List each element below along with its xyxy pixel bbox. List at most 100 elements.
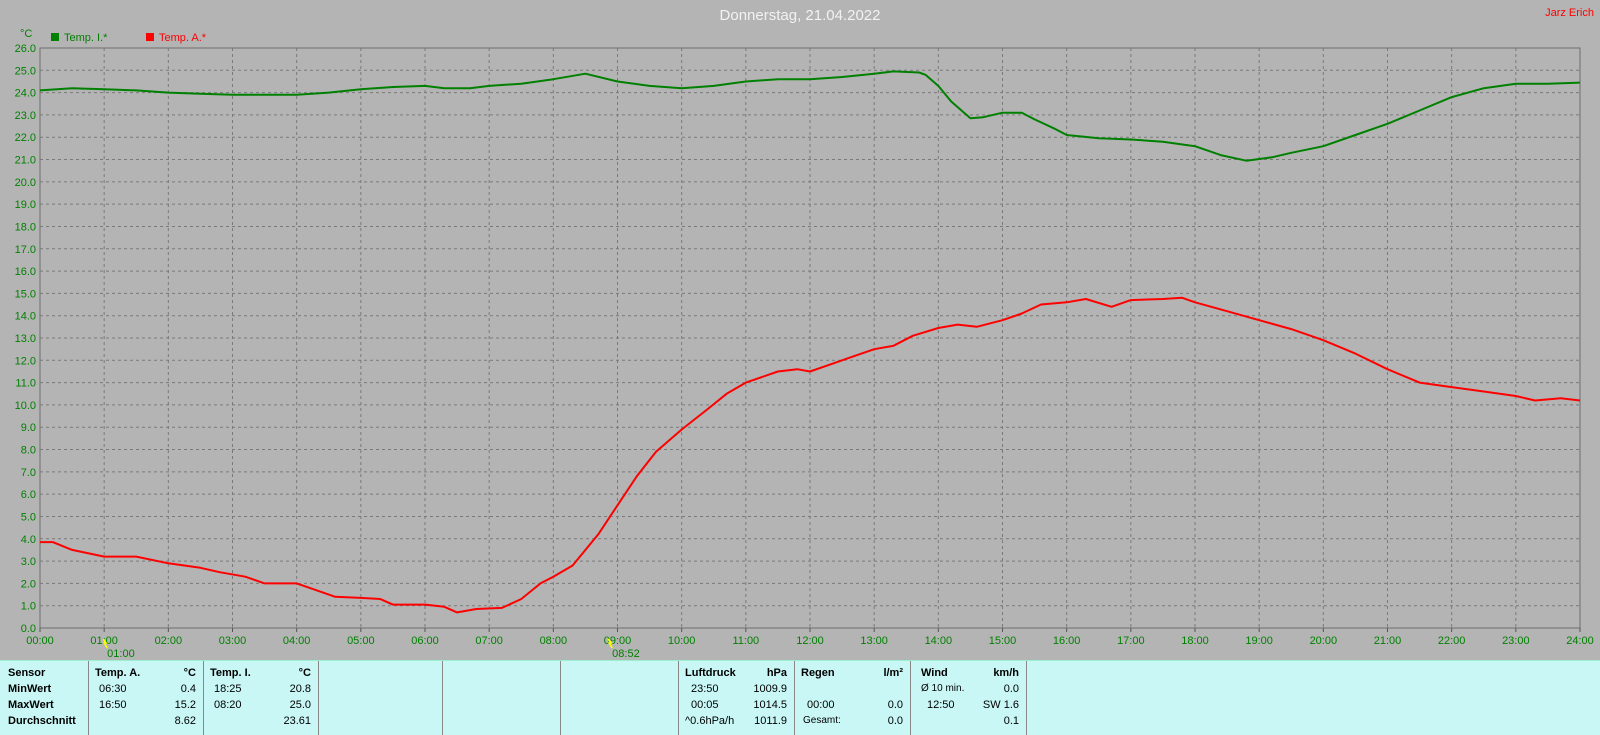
temp-i-avg: 23.61 xyxy=(283,715,311,727)
luftdruck-min-val: 1009.9 xyxy=(753,683,787,695)
y-tick-label: 24.0 xyxy=(15,88,36,100)
x-tick-label: 20:00 xyxy=(1310,635,1338,647)
y-tick-label: 21.0 xyxy=(15,155,36,167)
col-temp-i: Temp. I. °C 18:25 20.8 08:20 25.0 23.61 xyxy=(203,661,319,735)
row-label-max: MaxWert xyxy=(8,699,54,711)
col-luftdruck: Luftdruck hPa 23:50 1009.9 00:05 1014.5 … xyxy=(678,661,795,735)
y-tick-label: 22.0 xyxy=(15,132,36,144)
header-unit-c1: °C xyxy=(183,667,196,679)
header-wind: Wind xyxy=(921,667,948,679)
header-hpa: hPa xyxy=(766,667,787,679)
x-tick-label: 12:00 xyxy=(796,635,824,647)
x-tick-label: 07:00 xyxy=(475,635,503,647)
sun-marker: 01:00 xyxy=(102,638,135,660)
y-tick-label: 16.0 xyxy=(15,266,36,278)
row-label-min: MinWert xyxy=(8,683,52,695)
temp-i-min-time: 18:25 xyxy=(214,683,242,695)
x-tick-label: 19:00 xyxy=(1245,635,1273,647)
regen-total: 0.0 xyxy=(887,715,903,727)
luftdruck-max-time: 00:05 xyxy=(691,699,719,711)
y-tick-label: 11.0 xyxy=(15,378,36,390)
chart: 0.0 1.0 2.0 3.0 4.0 5.0 6.0 7.0 8.0 9.0 10.0 11.0 12… xyxy=(15,7,1594,660)
y-tick-label: 20.0 xyxy=(15,177,36,189)
temp-a-avg: 8.62 xyxy=(174,715,196,727)
regen-time: 00:00 xyxy=(807,699,835,711)
regen-total-label: Gesamt: xyxy=(803,715,841,726)
temp-a-max-val: 15.2 xyxy=(174,699,196,711)
y-tick-label: 9.0 xyxy=(21,422,36,434)
y-ticks: 0.0 1.0 2.0 3.0 4.0 5.0 6.0 7.0 8.0 9.0 10.0 11.0 12… xyxy=(15,43,36,635)
y-tick-label: 0.0 xyxy=(21,623,36,635)
x-tick-label: 24:00 xyxy=(1566,635,1594,647)
y-tick-label: 23.0 xyxy=(15,110,36,122)
x-tick-label: 16:00 xyxy=(1053,635,1081,647)
y-tick-label: 3.0 xyxy=(21,556,36,568)
series-line-1 xyxy=(40,296,1581,614)
temp-i-max-val: 25.0 xyxy=(289,699,311,711)
col-empty-4 xyxy=(1026,661,1600,735)
x-tick-label: 02:00 xyxy=(155,635,183,647)
y-tick-label: 12.0 xyxy=(15,355,36,367)
row-label-avg: Durchschnitt xyxy=(8,715,76,727)
y-tick-label: 10.0 xyxy=(15,400,36,412)
y-tick-label: 15.0 xyxy=(15,288,36,300)
header-luftdruck: Luftdruck xyxy=(685,667,736,679)
y-tick-label: 4.0 xyxy=(21,534,36,546)
wind-max-time: 12:50 xyxy=(927,699,955,711)
col-regen: Regen l/m² 00:00 0.0 Gesamt: 0.0 xyxy=(794,661,911,735)
x-tick-label: 10:00 xyxy=(668,635,696,647)
x-tick-label: 09:00 xyxy=(604,635,632,647)
wind-max-val: SW 1.6 xyxy=(982,699,1019,711)
legend: Temp. I.* Temp. A.* xyxy=(51,32,207,44)
x-tick-label: 18:00 xyxy=(1181,635,1209,647)
lightning-icon xyxy=(102,638,108,649)
grid xyxy=(39,47,1581,629)
temp-a-min-val: 0.4 xyxy=(180,683,196,695)
luftdruck-max-val: 1014.5 xyxy=(753,699,787,711)
header-unit-c2: °C xyxy=(298,667,311,679)
lightning-icon xyxy=(607,638,613,649)
markers: 01:00 08:52 xyxy=(102,638,640,660)
x-tick-label: 05:00 xyxy=(347,635,375,647)
header-kmh: km/h xyxy=(993,667,1019,679)
x-tick-label: 22:00 xyxy=(1438,635,1466,647)
wind-avg-val: 0.0 xyxy=(1003,683,1019,695)
y-tick-label: 18.0 xyxy=(15,221,36,233)
x-tick-label: 13:00 xyxy=(860,635,888,647)
temp-a-min-time: 06:30 xyxy=(99,683,127,695)
x-ticks: 00:00 01:00 02:00 03:00 04:00 05:00 06:00 07:00… xyxy=(26,628,1594,647)
luftdruck-current: 1011.9 xyxy=(754,715,787,727)
x-tick-label: 17:00 xyxy=(1117,635,1145,647)
wind-avg-label: Ø 10 min. xyxy=(921,683,965,694)
header-regen: Regen xyxy=(801,667,835,679)
y-tick-label: 1.0 xyxy=(21,601,36,613)
y-tick-label: 13.0 xyxy=(15,333,36,345)
header-sensor: Sensor xyxy=(8,667,46,679)
col-temp-a: Temp. A. °C 06:30 0.4 16:50 15.2 8.62 xyxy=(88,661,204,735)
y-tick-label: 19.0 xyxy=(15,199,36,211)
x-tick-label: 08:00 xyxy=(540,635,568,647)
legend-swatch-inside xyxy=(51,33,59,41)
header-temp-a: Temp. A. xyxy=(95,667,141,679)
x-tick-label: 23:00 xyxy=(1502,635,1530,647)
y-axis-unit: °C xyxy=(20,28,32,40)
luftdruck-min-time: 23:50 xyxy=(691,683,719,695)
author-label: Jarz Erich xyxy=(1545,7,1594,19)
y-tick-label: 6.0 xyxy=(21,489,36,501)
col-empty-1 xyxy=(318,661,443,735)
legend-label-outside: Temp. A.* xyxy=(159,32,207,44)
series-line-0 xyxy=(39,70,1581,162)
series xyxy=(39,70,1581,614)
stats-table: Sensor MinWert MaxWert Durchschnitt Temp… xyxy=(0,660,1600,735)
y-tick-label: 25.0 xyxy=(15,65,36,77)
y-tick-label: 5.0 xyxy=(21,511,36,523)
x-tick-label: 14:00 xyxy=(925,635,953,647)
chart-title: Donnerstag, 21.04.2022 xyxy=(720,7,881,24)
sun-marker-label: 08:52 xyxy=(612,648,640,660)
luftdruck-trend: ^0.6hPa/h xyxy=(685,715,735,727)
wind-val3: 0.1 xyxy=(1003,715,1019,727)
x-tick-label: 03:00 xyxy=(219,635,247,647)
temp-i-min-val: 20.8 xyxy=(289,683,311,695)
y-tick-label: 14.0 xyxy=(15,311,36,323)
y-tick-label: 2.0 xyxy=(21,578,36,590)
